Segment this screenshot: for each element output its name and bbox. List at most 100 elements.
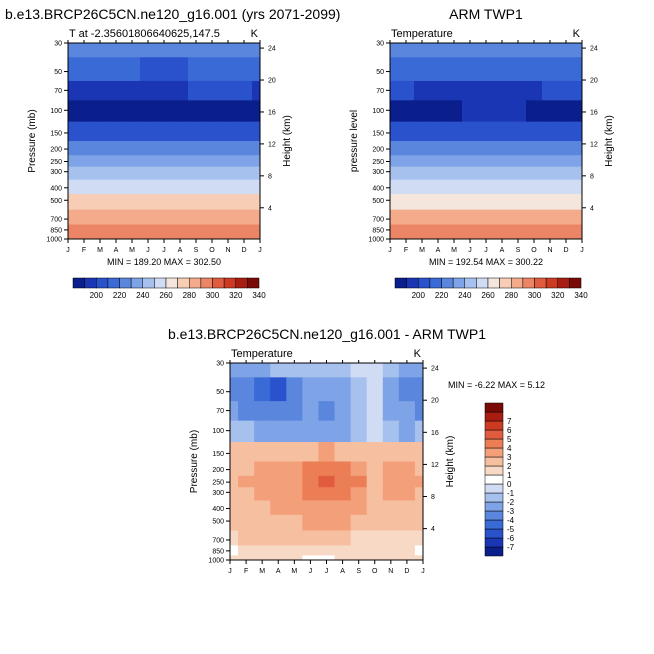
heatmap-cell: [334, 555, 352, 561]
heatmap-cell: [526, 100, 543, 123]
heatmap-cell: [220, 57, 237, 82]
height-tick-label: 8: [590, 173, 594, 180]
heatmap-cell: [108, 179, 125, 195]
heatmap-cell: [156, 234, 173, 240]
heatmap-cell: [254, 401, 271, 422]
heatmap-cell: [430, 121, 447, 142]
y-tick-label: 150: [50, 130, 62, 137]
colorbar-label: 7: [507, 417, 512, 426]
heatmap-cell: [302, 442, 319, 462]
heatmap-cell: [220, 224, 237, 235]
y-tick-label: 1000: [208, 558, 224, 565]
heatmap-cell: [254, 555, 271, 561]
x-tick-label: J: [258, 247, 262, 254]
heatmap-cell: [462, 179, 479, 195]
heatmap-cell: [398, 209, 415, 225]
heatmap-cell: [238, 401, 255, 422]
colorbar: 200 220 240 260 280 300 320 340: [72, 277, 266, 300]
heatmap-cell: [398, 155, 415, 168]
heatmap-cell: [366, 514, 384, 531]
colorbar-label: 280: [505, 291, 519, 300]
heatmap-cell: [188, 234, 205, 240]
heatmap-cell: [334, 377, 352, 402]
heatmap-cell: [156, 141, 173, 156]
heatmap-cell: [236, 224, 253, 235]
heatmap-cell: [526, 224, 543, 235]
heatmap-cell: [220, 141, 237, 156]
heatmap-cell: [574, 155, 583, 168]
heatmap-cell: [398, 475, 416, 488]
x-tick-label: F: [244, 568, 248, 575]
heatmap-cell: [172, 155, 189, 168]
heatmap-cell: [318, 545, 335, 556]
heatmap-cell: [350, 545, 368, 556]
heatmap-cell: [398, 487, 416, 501]
height-tick-label: 4: [268, 205, 272, 212]
heatmap-cell: [68, 43, 77, 58]
heatmap-cell: [140, 179, 157, 195]
height-tick-label: 12: [590, 141, 598, 148]
heatmap-cell: [124, 224, 141, 235]
y-tick-label: 850: [372, 227, 384, 234]
heatmap-cell: [526, 57, 543, 82]
x-tick-label: O: [531, 247, 537, 254]
heatmap-cell: [494, 166, 511, 181]
heatmap-cell: [108, 141, 125, 156]
heatmap-cell: [510, 166, 527, 181]
heatmap-cell: [510, 155, 527, 168]
heatmap-cell: [574, 224, 583, 235]
heatmap-cell: [430, 179, 447, 195]
heatmap-cell: [236, 179, 253, 195]
heatmap-cell: [414, 363, 424, 378]
heatmap-cell: [558, 179, 575, 195]
heatmap-cell: [188, 57, 205, 82]
heatmap-cell: [494, 179, 511, 195]
colorbar-swatch: [569, 277, 582, 289]
colorbar-label: 300: [206, 291, 220, 300]
heatmap-cell: [398, 555, 416, 561]
y-tick-label: 150: [372, 130, 384, 137]
colorbar-swatch: [189, 277, 202, 289]
heatmap-cell: [204, 234, 221, 240]
heatmap-cell: [526, 80, 543, 101]
heatmap-cell: [446, 141, 463, 156]
x-tick-label: F: [82, 247, 86, 254]
heatmap-cell: [76, 166, 93, 181]
heatmap-cell: [414, 500, 424, 516]
colorbar-label: 280: [183, 291, 197, 300]
heatmap-cell: [318, 377, 335, 402]
heatmap-cell: [172, 100, 189, 123]
y-axis-label: Pressure (mb): [27, 109, 38, 172]
heatmap-cell: [398, 377, 416, 402]
heatmap-cell: [462, 57, 479, 82]
heatmap-cell: [478, 209, 495, 225]
heatmap-cell: [156, 100, 173, 123]
heatmap-cell: [398, 224, 415, 235]
heatmap-cell: [220, 100, 237, 123]
heatmap-cell: [188, 194, 205, 211]
heatmap-cell: [494, 194, 511, 211]
heatmap-cell: [270, 530, 287, 546]
heatmap-cell: [68, 194, 77, 211]
colorbar-swatch: [545, 277, 559, 289]
heatmap-cell: [92, 234, 109, 240]
heatmap-cell: [574, 166, 583, 181]
heatmap-cell: [478, 141, 495, 156]
heatmap-cell: [398, 234, 415, 240]
heatmap-cell: [204, 80, 221, 101]
heatmap-cell: [220, 166, 237, 181]
heatmap-cell: [574, 43, 583, 58]
heatmap-cell: [414, 514, 424, 531]
heatmap-cell: [334, 487, 352, 501]
y-tick-label: 400: [212, 506, 224, 513]
heatmap-cell: [462, 166, 479, 181]
heatmap-cell: [108, 155, 125, 168]
heatmap-cell: [270, 363, 287, 378]
x-tick-label: J: [388, 247, 392, 254]
heatmap-cell: [510, 100, 527, 123]
heatmap-cell: [382, 545, 400, 556]
heatmap-cell: [382, 442, 400, 462]
x-tick-label: J: [580, 247, 584, 254]
colorbar-label: 5: [507, 435, 512, 444]
chart-subtitle-left: Temperature: [231, 348, 293, 360]
